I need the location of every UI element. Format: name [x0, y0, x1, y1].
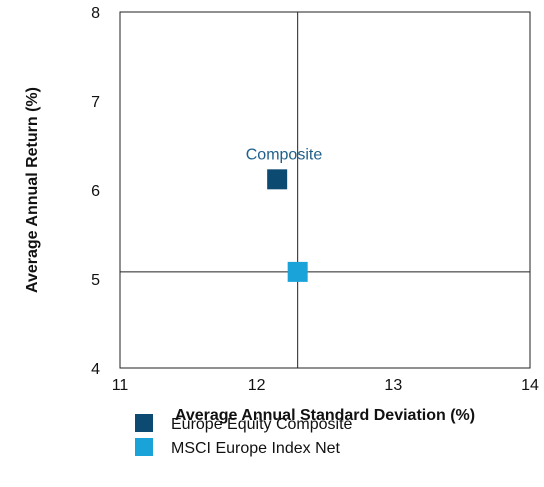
y-tick-label: 6 [91, 183, 100, 200]
composite-annotation: Composite [246, 146, 323, 163]
legend-swatch [135, 438, 153, 456]
y-tick-label: 4 [91, 361, 100, 378]
x-tick-label: 13 [384, 377, 402, 394]
legend-swatch [135, 414, 153, 432]
legend-label: MSCI Europe Index Net [171, 440, 341, 457]
y-axis-title: Average Annual Return (%) [24, 87, 41, 293]
x-tick-label: 12 [248, 377, 266, 394]
data-point-composite[interactable] [267, 169, 288, 190]
y-tick-label: 8 [91, 5, 100, 22]
plot-frame [119, 11, 531, 369]
x-axis-title: Average Annual Standard Deviation (%) [175, 407, 475, 424]
x-tick-label: 11 [112, 377, 129, 394]
data-point-index[interactable] [287, 261, 308, 282]
legend-label: Europe Equity Composite [171, 416, 353, 433]
x-tick-label: 14 [521, 377, 539, 394]
y-tick-label: 5 [91, 272, 100, 289]
y-tick-label: 7 [91, 94, 100, 111]
